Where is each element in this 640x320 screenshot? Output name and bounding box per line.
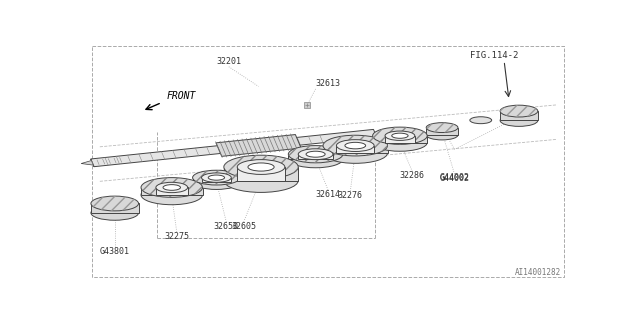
Polygon shape [288,154,343,159]
Polygon shape [426,128,458,135]
Text: FRONT: FRONT [167,91,196,101]
Ellipse shape [345,142,365,149]
Polygon shape [372,136,428,143]
Ellipse shape [426,123,458,132]
Polygon shape [91,129,377,167]
Ellipse shape [224,155,298,179]
Polygon shape [216,134,301,156]
Ellipse shape [141,178,202,197]
Polygon shape [81,159,94,167]
Text: 32276: 32276 [338,191,363,200]
Text: 32286: 32286 [400,172,425,180]
Ellipse shape [141,185,202,205]
Polygon shape [385,136,415,143]
Ellipse shape [202,173,231,182]
Text: 32605: 32605 [231,222,256,231]
Polygon shape [500,111,538,120]
Text: G44002: G44002 [440,173,470,182]
Polygon shape [323,146,388,153]
Ellipse shape [372,134,428,151]
Ellipse shape [323,135,388,156]
Ellipse shape [289,150,343,168]
Ellipse shape [323,143,388,163]
Text: 32275: 32275 [164,232,189,241]
Ellipse shape [224,169,298,192]
Text: G43801: G43801 [100,247,130,256]
Ellipse shape [298,149,333,160]
Ellipse shape [193,170,240,185]
Ellipse shape [500,115,538,126]
Ellipse shape [500,105,538,117]
Ellipse shape [470,117,492,124]
Ellipse shape [248,163,274,171]
Polygon shape [298,154,333,159]
Ellipse shape [289,146,343,163]
Polygon shape [224,167,298,180]
Polygon shape [156,188,188,195]
Polygon shape [141,188,202,195]
Ellipse shape [193,175,240,189]
Ellipse shape [156,182,188,193]
Polygon shape [237,167,285,180]
Ellipse shape [237,160,285,174]
Text: 32614: 32614 [316,190,340,199]
Text: 32613: 32613 [316,79,340,88]
Ellipse shape [426,130,458,140]
Text: FIG.114-2: FIG.114-2 [470,51,518,60]
Polygon shape [91,204,138,213]
Ellipse shape [163,185,180,190]
Polygon shape [193,178,240,182]
Ellipse shape [385,131,415,140]
Text: 32201: 32201 [216,57,241,66]
Ellipse shape [306,151,325,157]
Text: G44002: G44002 [440,174,470,183]
Ellipse shape [208,175,225,180]
Ellipse shape [372,127,428,144]
Text: 32650: 32650 [214,222,239,231]
Text: AI14001282: AI14001282 [515,268,561,277]
Ellipse shape [91,196,138,211]
Polygon shape [337,146,374,153]
Polygon shape [202,178,231,182]
Ellipse shape [392,133,408,138]
Ellipse shape [91,205,138,220]
Ellipse shape [337,140,374,151]
